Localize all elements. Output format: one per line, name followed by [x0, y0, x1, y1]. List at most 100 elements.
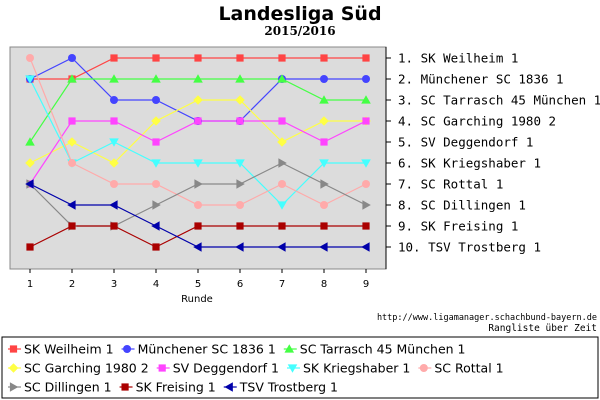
point-sc-tarrasch-45-munchen-1 [277, 74, 287, 83]
point-munchener-sc-1836-1 [110, 96, 118, 104]
point-sv-deggendorf-1 [152, 138, 160, 146]
point-sk-kriegshaber-1 [151, 159, 161, 168]
point-sv-deggendorf-1 [110, 117, 118, 125]
x-tick-label: 6 [237, 279, 243, 290]
rank-label: 1. SK Weilheim 1 [398, 51, 518, 66]
point-sc-garching-1980-2 [25, 158, 35, 168]
rank-label: 2. Münchener SC 1836 1 [398, 72, 564, 87]
point-sk-kriegshaber-1 [235, 159, 245, 168]
point-sk-kriegshaber-1 [25, 75, 35, 84]
point-sv-deggendorf-1 [68, 117, 76, 125]
rank-label: 7. SC Rottal 1 [398, 177, 503, 192]
plot-area [9, 46, 387, 270]
point-sv-deggendorf-1 [278, 117, 286, 125]
legend-marker-sc-garching-1980-2 [8, 363, 19, 373]
point-tsv-trostberg-1 [235, 242, 244, 252]
point-sk-weilheim-1 [152, 54, 160, 62]
point-sc-rottal-1 [278, 180, 286, 188]
point-sc-rottal-1 [194, 201, 202, 209]
point-sc-dillingen-1 [236, 179, 245, 189]
x-axis-ticks: 1 2 3 4 5 6 7 8 9 [27, 269, 369, 290]
point-sc-tarrasch-45-munchen-1 [67, 74, 77, 83]
point-sk-freising-1 [68, 222, 76, 230]
rank-label: 5. SV Deggendorf 1 [398, 135, 533, 150]
point-sk-freising-1 [362, 222, 370, 230]
legend-label-munchener-sc-1836-1: Münchener SC 1836 1 [138, 342, 276, 357]
point-sc-rottal-1 [152, 180, 160, 188]
x-tick-label: 9 [363, 279, 369, 290]
point-tsv-trostberg-1 [109, 200, 118, 210]
legend-label-sc-tarrasch-45-munchen-1: SC Tarrasch 45 München 1 [300, 342, 466, 357]
legend-label-sk-freising-1: SK Freising 1 [136, 380, 216, 395]
point-sc-tarrasch-45-munchen-1 [25, 137, 35, 146]
rank-label: 9. SK Freising 1 [398, 219, 518, 234]
x-tick-label: 7 [279, 279, 285, 290]
point-sk-kriegshaber-1 [277, 201, 287, 210]
source-url: http://www.ligamanager.schachbund-bayern… [377, 313, 597, 323]
point-tsv-trostberg-1 [277, 242, 286, 252]
point-sk-weilheim-1 [320, 54, 328, 62]
point-sk-weilheim-1 [194, 54, 202, 62]
point-sc-dillingen-1 [194, 179, 203, 189]
point-sv-deggendorf-1 [320, 138, 328, 146]
point-sc-tarrasch-45-munchen-1 [151, 74, 161, 83]
legend-marker-tsv-trostberg-1 [224, 382, 233, 392]
point-sk-freising-1 [278, 222, 286, 230]
point-sc-rottal-1 [68, 159, 76, 167]
x-tick-label: 3 [111, 279, 117, 290]
point-sk-weilheim-1 [362, 54, 370, 62]
point-sk-weilheim-1 [236, 54, 244, 62]
legend-label-sv-deggendorf-1: SV Deggendorf 1 [173, 361, 279, 376]
point-sv-deggendorf-1 [236, 117, 244, 125]
legend-marker-sk-weilheim-1 [9, 345, 18, 353]
point-sk-kriegshaber-1 [193, 159, 203, 168]
point-sc-dillingen-1 [278, 158, 287, 168]
point-sc-garching-1980-2 [235, 95, 245, 105]
point-sk-kriegshaber-1 [109, 138, 119, 147]
legend-label-sc-rottal-1: SC Rottal 1 [434, 361, 503, 376]
x-tick-label: 8 [321, 279, 327, 290]
rank-label: 8. SC Dillingen 1 [398, 198, 526, 213]
legend-label-sk-weilheim-1: SK Weilheim 1 [24, 342, 114, 357]
legend-marker-sk-kriegshaber-1 [287, 364, 298, 373]
point-sc-garching-1980-2 [67, 137, 77, 147]
point-munchener-sc-1836-1 [362, 75, 370, 83]
point-sc-garching-1980-2 [151, 116, 161, 126]
point-sc-rottal-1 [236, 201, 244, 209]
point-sc-tarrasch-45-munchen-1 [319, 95, 329, 104]
point-sc-dillingen-1 [362, 200, 371, 210]
legend-marker-sc-rottal-1 [419, 364, 428, 372]
legend: SK Weilheim 1 Münchener SC 1836 1 SC Tarra… [8, 342, 504, 395]
point-sc-tarrasch-45-munchen-1 [193, 74, 203, 83]
point-sc-garching-1980-2 [277, 137, 287, 147]
point-sk-weilheim-1 [110, 54, 118, 62]
point-sc-rottal-1 [362, 180, 370, 188]
chart-title: Landesliga Süd [218, 3, 381, 25]
point-sk-kriegshaber-1 [361, 159, 371, 168]
x-tick-label: 2 [69, 279, 75, 290]
point-tsv-trostberg-1 [319, 242, 328, 252]
legend-marker-munchener-sc-1836-1 [123, 345, 132, 353]
point-sc-tarrasch-45-munchen-1 [109, 74, 119, 83]
series-markers [25, 54, 371, 252]
x-axis-label: Runde [181, 294, 213, 305]
legend-label-sk-kriegshaber-1: SK Kriegshaber 1 [303, 361, 410, 376]
point-sk-kriegshaber-1 [319, 159, 329, 168]
point-sk-freising-1 [320, 222, 328, 230]
point-tsv-trostberg-1 [67, 200, 76, 210]
point-sc-dillingen-1 [320, 179, 329, 189]
point-munchener-sc-1836-1 [68, 54, 76, 62]
point-sk-freising-1 [26, 243, 34, 251]
rank-labels: 1. SK Weilheim 1 2. Münchener SC 1836 1 3.… [386, 51, 600, 255]
legend-label-sc-garching-1980-2: SC Garching 1980 2 [24, 361, 149, 376]
point-munchener-sc-1836-1 [152, 96, 160, 104]
chart-caption: Rangliste über Zeit [488, 323, 597, 334]
point-sc-rottal-1 [26, 54, 34, 62]
point-tsv-trostberg-1 [25, 179, 34, 189]
point-sc-rottal-1 [320, 201, 328, 209]
legend-marker-sc-tarrasch-45-munchen-1 [284, 344, 295, 353]
rank-label: 10. TSV Trostberg 1 [398, 240, 541, 255]
point-sk-freising-1 [236, 222, 244, 230]
rank-label: 3. SC Tarrasch 45 München 1 [398, 93, 600, 108]
